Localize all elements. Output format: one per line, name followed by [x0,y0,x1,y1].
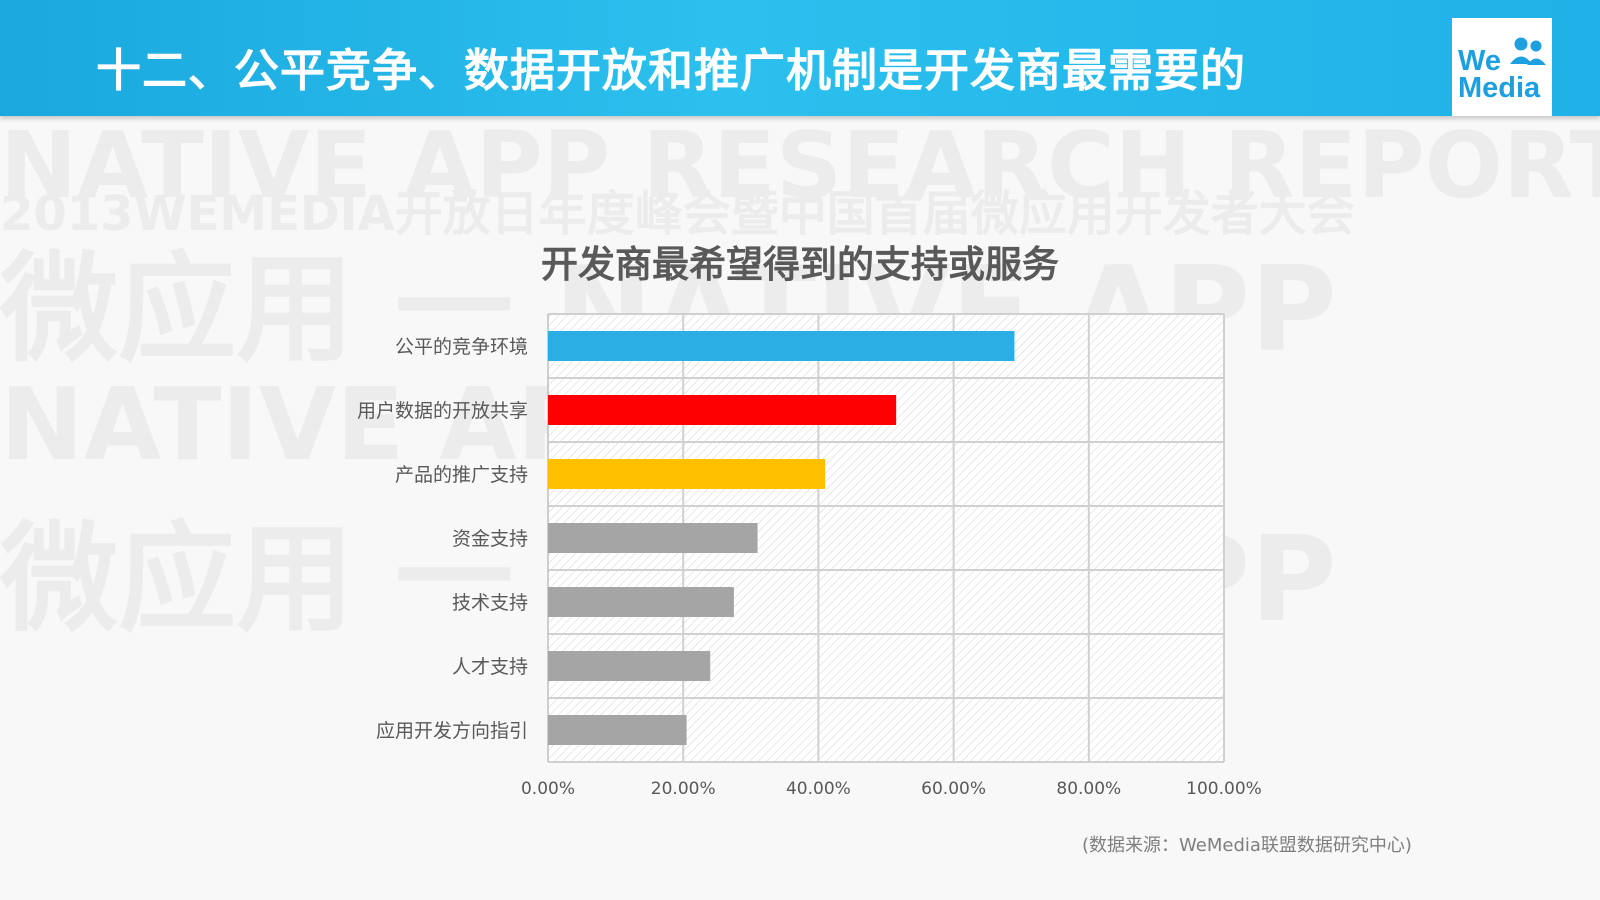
header-banner: 十二、公平竞争、数据开放和推广机制是开发商最需要的 We Media [0,0,1600,116]
bar-6 [548,651,711,681]
bar-4 [548,523,758,553]
logo-text-media: Media [1458,72,1541,104]
page-title: 十二、公平竞争、数据开放和推广机制是开发商最需要的 [96,44,1247,97]
bar-5 [548,587,734,617]
category-label: 技术支持 [452,592,528,614]
x-tick-label: 60.00% [921,779,986,799]
category-label: 资金支持 [452,528,528,550]
chart-title: 开发商最希望得到的支持或服务 [541,243,1059,286]
logo-text-we: We [1458,45,1501,77]
bar-2 [548,395,897,425]
x-tick-label: 40.00% [786,779,851,799]
category-label: 公平的竞争环境 [395,336,528,358]
bar-1 [548,331,1015,361]
category-label: 应用开发方向指引 [376,720,528,742]
wemedia-logo: We Media [1452,18,1552,116]
category-label: 产品的推广支持 [395,464,528,486]
bar-3 [548,459,826,489]
bar-7 [548,715,687,745]
people-icon [1510,37,1546,65]
x-tick-label: 80.00% [1056,779,1121,799]
x-tick-label: 100.00% [1186,779,1262,799]
data-source-note: (数据来源：WeMedia联盟数据研究中心) [1082,835,1412,856]
x-tick-label: 20.00% [651,779,716,799]
x-tick-label: 0.00% [521,779,575,799]
category-label: 人才支持 [452,656,528,678]
category-label: 用户数据的开放共享 [357,400,528,422]
